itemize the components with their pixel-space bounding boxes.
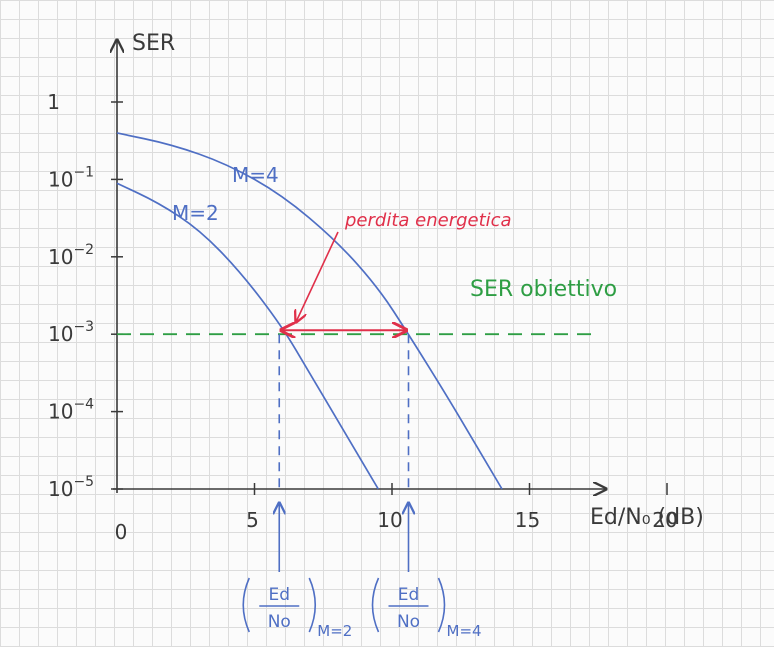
energy-loss-annotation bbox=[281, 231, 406, 330]
x-axis-label: Ed/N₀ (dB) bbox=[590, 505, 704, 530]
fraction-subscript: M=4 bbox=[447, 622, 482, 640]
marker-annotations: Ed No M=2 Ed No M=4 bbox=[242, 334, 482, 640]
target-label: SER obiettivo bbox=[470, 277, 617, 302]
fraction-denominator: No bbox=[268, 612, 291, 632]
y-tick-label: 10−3 bbox=[48, 319, 94, 346]
energy-loss-pointer bbox=[296, 231, 339, 322]
paren-right bbox=[437, 577, 446, 633]
y-tick-label: 10−4 bbox=[48, 397, 94, 424]
curves: M=2 M=4 bbox=[116, 132, 503, 490]
y-axis-label: SER bbox=[132, 31, 175, 56]
paren-left bbox=[242, 577, 250, 633]
fraction-denominator: No bbox=[397, 612, 420, 632]
series-label-M4: M=4 bbox=[232, 163, 279, 187]
y-tick-label: 10−2 bbox=[48, 242, 94, 269]
curve-M2 bbox=[116, 182, 379, 490]
fraction-subscript: M=2 bbox=[317, 622, 352, 640]
series-label-M2: M=2 bbox=[172, 201, 219, 225]
curve-M4 bbox=[116, 132, 503, 490]
marker-label-M4: Ed No M=4 bbox=[371, 577, 482, 640]
y-tick-label: 10−1 bbox=[48, 164, 94, 191]
x-tick-label: 5 bbox=[246, 508, 259, 532]
x-tick-label: 20 bbox=[652, 508, 677, 532]
y-tick-label: 10−5 bbox=[48, 474, 94, 501]
x-tick-label: 0 bbox=[115, 520, 128, 544]
x-tick-label: 10 bbox=[377, 508, 402, 532]
fraction-numerator: Ed bbox=[268, 585, 290, 605]
paren-right bbox=[308, 577, 317, 633]
marker-label-M2: Ed No M=2 bbox=[242, 577, 352, 640]
x-tick-label: 15 bbox=[515, 508, 540, 532]
paren-left bbox=[371, 577, 380, 633]
fraction-numerator: Ed bbox=[398, 585, 420, 605]
energy-loss-label: perdita energetica bbox=[344, 210, 512, 231]
y-tick-label: 1 bbox=[47, 90, 60, 114]
axes bbox=[113, 40, 606, 493]
ticks: 0 5 10 15 20 1 10−1 10−2 10−3 10−4 10−5 bbox=[47, 90, 677, 544]
